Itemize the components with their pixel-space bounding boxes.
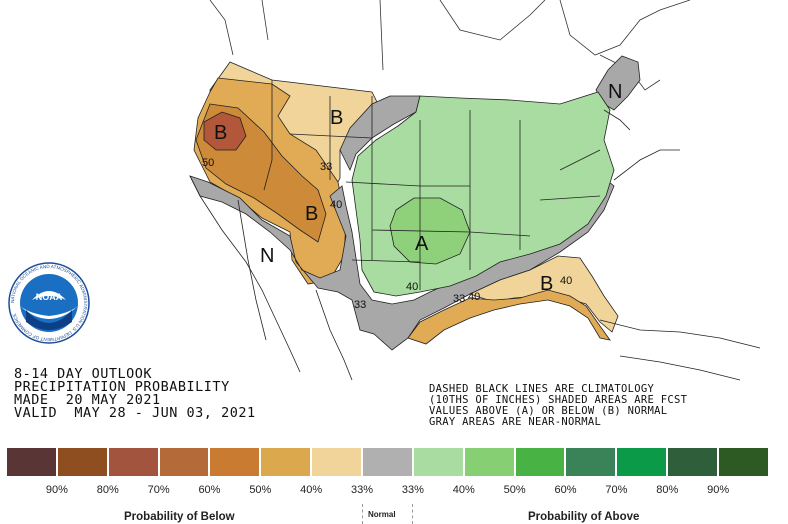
legend-swatch [209,447,261,477]
legend-swatch [158,447,210,477]
outlines [189,80,761,381]
legend-tick-label: 60% [554,484,577,496]
legend-swatch [6,447,57,477]
region-label-b-pacific-nw: B [214,122,227,144]
noaa-logo: NOAA NATIONAL OCEANIC AND ATMOSPHERIC AD… [8,262,90,344]
legend-swatch [616,447,668,477]
legend-swatch [412,447,464,477]
noaa-logo-text: NOAA [36,292,63,302]
contour-label: 33 [453,293,465,305]
below-southeast-40 [407,289,611,345]
legend-tick-label: 60% [198,484,221,496]
title-line: 8-14 DAY OUTLOOK [14,366,153,382]
legend-tick-label: 90% [707,484,730,496]
legend-swatch [718,447,769,477]
contour-label: 40 [560,275,572,287]
legend-tick-label: 80% [96,484,119,496]
region-label-a-central: A [415,233,429,255]
legend-swatch [565,447,617,477]
below-60-region [203,111,247,151]
contour-label: 33 [320,161,332,173]
legend-swatch [56,447,108,477]
legend-tick-label: 70% [605,484,628,496]
legend-swatch [107,447,159,477]
legend-swatch [260,447,312,477]
legend-tick-label: 33% [351,484,374,496]
legend-tick-label: 70% [147,484,170,496]
title-line: MADE 20 MAY 2021 [14,392,161,408]
precipitation-outlook-map: B B B N N A B 50 33 40 33 40 33 40 40 [189,0,761,381]
color-legend [6,447,769,477]
legend-tick-label: 50% [503,484,526,496]
legend-tick-label: 40% [452,484,475,496]
normal-divider-left [362,504,363,524]
legend-tick-label: 80% [656,484,679,496]
legend-tick-label: 50% [249,484,272,496]
title-line: VALID MAY 28 - JUN 03, 2021 [14,405,256,421]
caption-below: Probability of Below [124,511,235,523]
legend-swatch [463,447,515,477]
note-line: DASHED BLACK LINES ARE CLIMATOLOGY [429,383,655,395]
normal-divider-right [412,504,413,524]
note-line: VALUES ABOVE (A) OR BELOW (B) NORMAL [429,405,668,417]
legend-swatch [311,447,363,477]
contour-label: 40 [468,291,480,303]
region-label-n-new-england: N [608,81,622,103]
contour-label: 40 [406,281,418,293]
legend-swatch [667,447,719,477]
contour-label: 33 [354,299,366,311]
region-label-n-southwest: N [260,245,274,267]
map-notes: DASHED BLACK LINES ARE CLIMATOLOGY (10THS… [429,384,687,428]
region-label-b-southeast: B [540,273,553,295]
contour-label: 40 [330,199,342,211]
note-line: (10THS OF INCHES) SHADED AREAS ARE FCST [429,394,688,406]
legend-tick-label: 90% [45,484,68,496]
caption-normal: Normal [368,510,396,519]
region-label-b-northern-plains: B [330,107,343,129]
note-line: GRAY AREAS ARE NEAR-NORMAL [429,416,602,428]
legend-tick-label: 33% [401,484,424,496]
outlook-title: 8-14 DAY OUTLOOK PRECIPITATION PROBABILIT… [14,366,256,421]
region-label-b-rockies: B [305,203,318,225]
legend-swatch [514,447,566,477]
caption-above: Probability of Above [528,511,640,523]
contour-label: 50 [202,157,214,169]
legend-ticks: 90% 80% 70% 60% 50% 40% 33% 33% 40% 50% 60% 70% 80% 9… [6,484,769,498]
legend-tick-label: 40% [300,484,323,496]
title-line: PRECIPITATION PROBABILITY [14,379,230,395]
legend-swatch [362,447,413,477]
